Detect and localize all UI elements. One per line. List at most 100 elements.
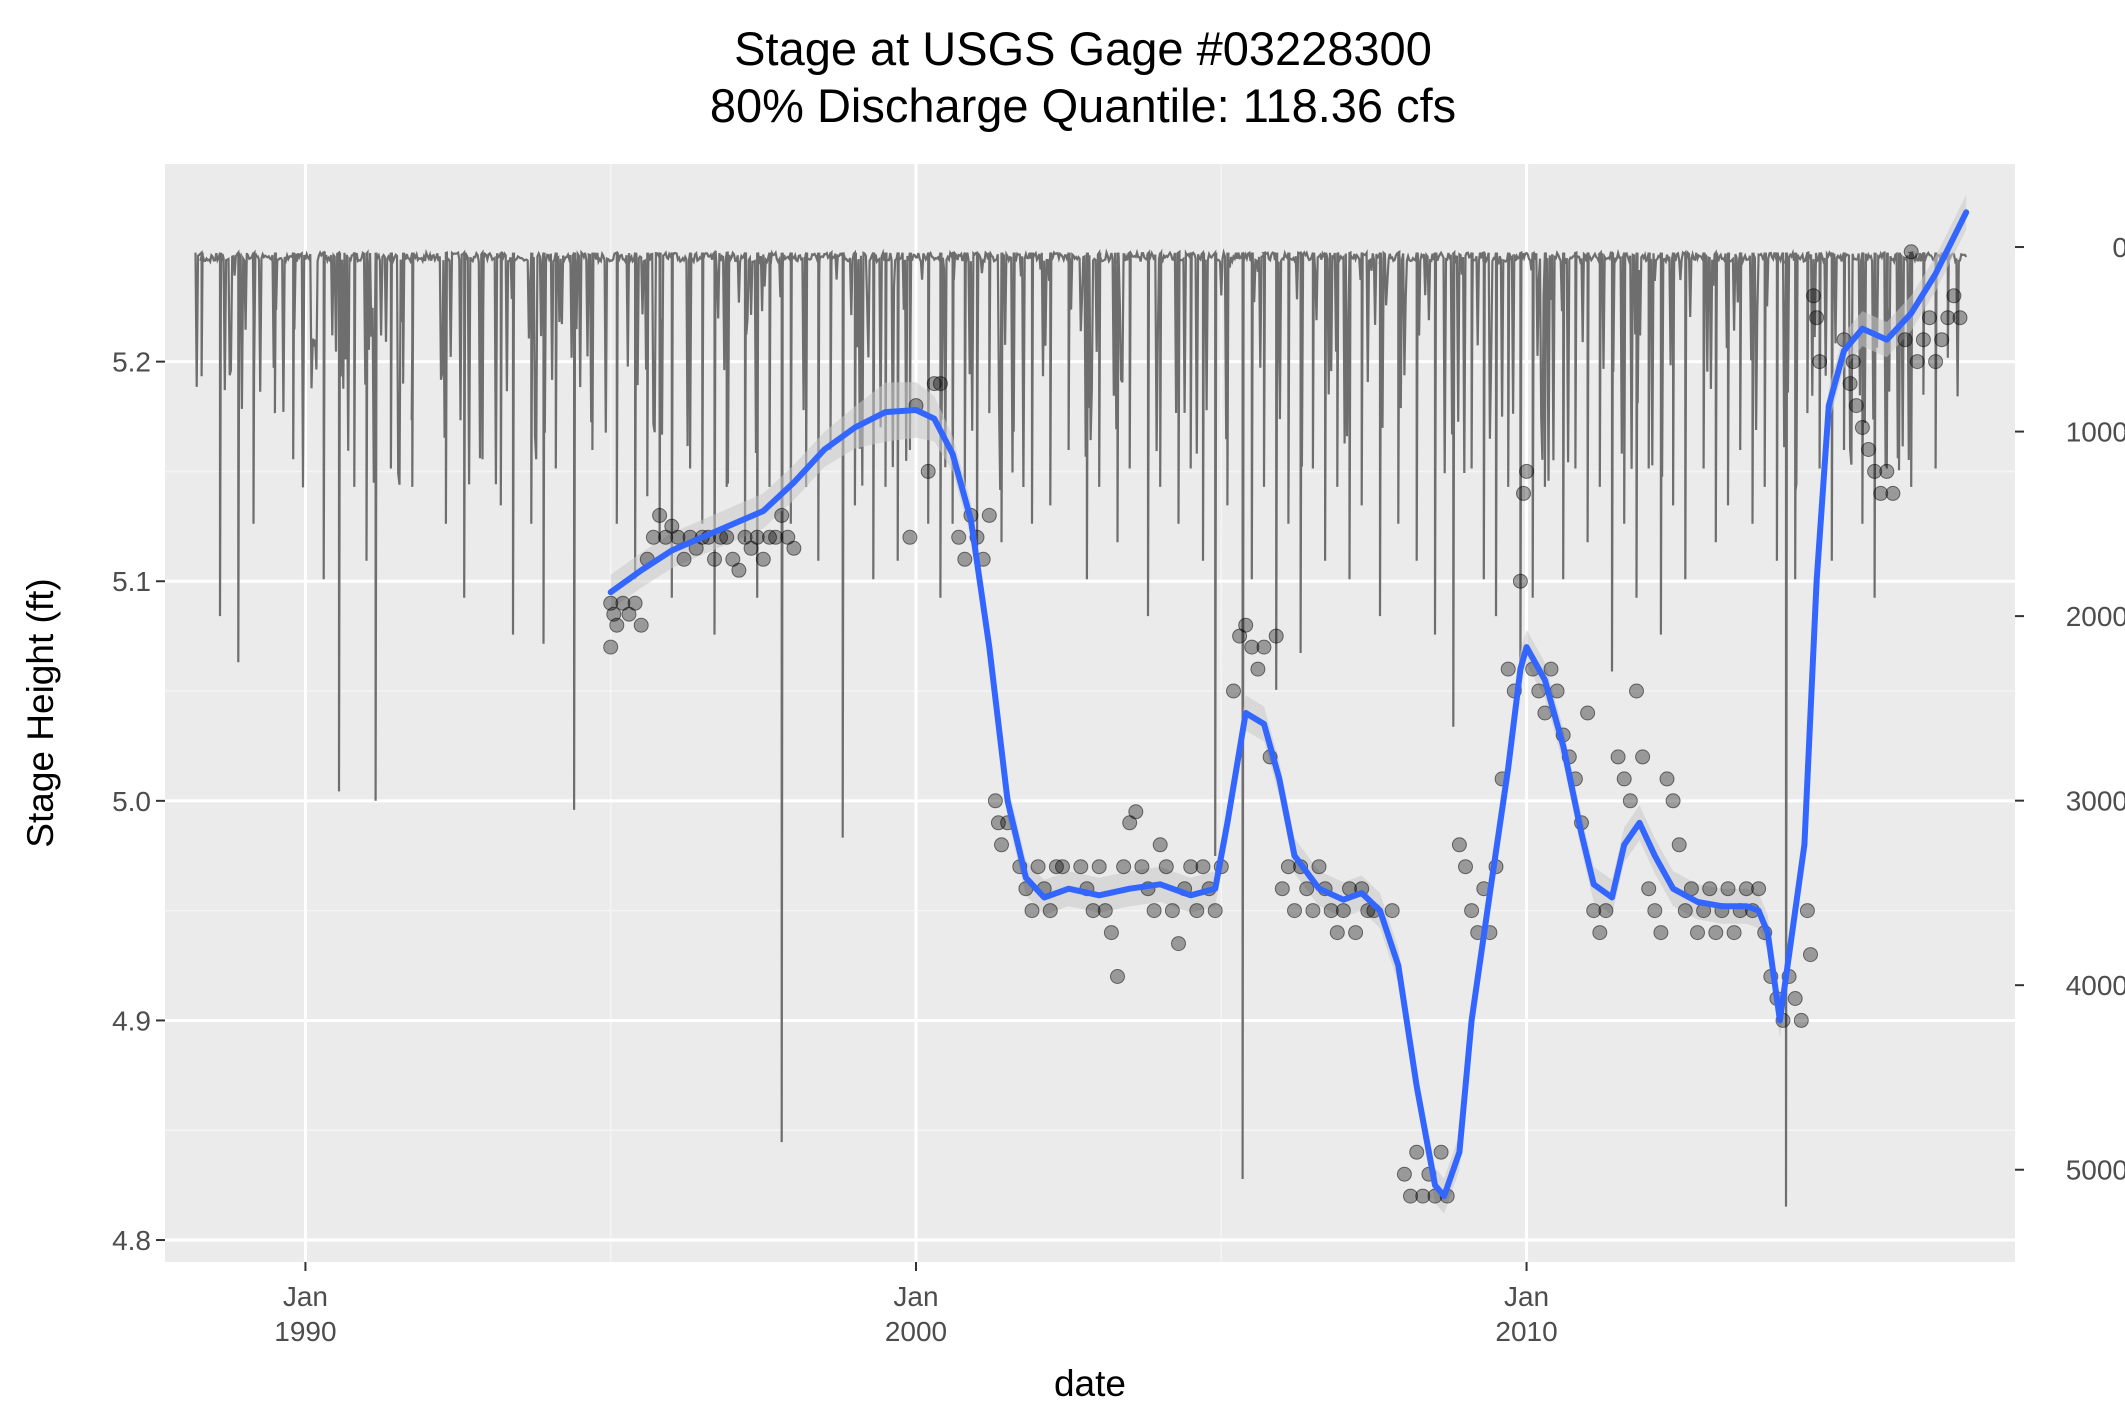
stage-point	[932, 376, 948, 392]
y-tick-label: 5.1	[112, 566, 151, 597]
stage-point	[1311, 859, 1327, 875]
stage-point	[1085, 903, 1101, 919]
stage-point	[1940, 310, 1956, 326]
stage-point	[1915, 332, 1931, 348]
stage-point	[1592, 925, 1608, 941]
stage-point	[1616, 771, 1632, 787]
discharge-line	[194, 248, 1968, 1207]
x-tick-label-month: Jan	[893, 1281, 938, 1312]
stage-point	[1659, 771, 1675, 787]
stage-point	[1146, 903, 1162, 919]
stage-point	[1622, 793, 1638, 809]
stage-point	[1409, 1144, 1425, 1160]
stage-point	[1055, 859, 1070, 875]
stage-point	[1598, 903, 1614, 919]
x-tick-label-year: 2010	[1495, 1316, 1557, 1347]
stage-point	[1360, 903, 1376, 919]
x-tick-label-month: Jan	[1504, 1281, 1549, 1312]
chart-title-line2: 80% Discharge Quantile: 118.36 cfs	[710, 79, 1456, 132]
stage-point	[1629, 683, 1644, 699]
stage-point	[1287, 903, 1302, 919]
stage-point	[1433, 1144, 1449, 1160]
stage-point	[1128, 804, 1144, 820]
stage-point	[755, 551, 771, 567]
stage-point	[994, 837, 1009, 853]
stage-point	[981, 507, 997, 523]
stage-point	[1809, 310, 1825, 326]
stage-point	[1702, 881, 1718, 897]
stage-point	[1903, 244, 1919, 260]
y-tick-label: 4.9	[112, 1005, 151, 1036]
stage-point	[774, 507, 790, 523]
stage-point	[652, 507, 668, 523]
stage-point	[1543, 661, 1559, 677]
stage-point	[987, 793, 1003, 809]
stage-point	[768, 529, 784, 545]
stage-point	[1512, 573, 1528, 589]
y2-tick-label: 5000	[2066, 1155, 2125, 1186]
stage-point	[1922, 310, 1937, 326]
stage-point	[1799, 903, 1815, 919]
x-tick-label-year: 1990	[274, 1316, 336, 1347]
stage-point	[1299, 881, 1315, 897]
stage-point	[1751, 881, 1767, 897]
stage-point	[1928, 354, 1944, 370]
stage-point	[1738, 881, 1754, 897]
y2-tick-label: 2000	[2066, 601, 2125, 632]
stage-point	[1396, 1166, 1412, 1182]
stage-point	[1519, 463, 1535, 479]
stage-point	[1671, 837, 1687, 853]
stage-point	[1610, 749, 1626, 765]
axes: 4.8 4.9 5.0 5.1 5.2 Jan 1990 Jan 2000 Jan 2010 0 100…	[112, 232, 2125, 1347]
stage-point	[1238, 617, 1254, 633]
stage-point	[1946, 288, 1962, 304]
stage-point	[1586, 903, 1602, 919]
stage-point	[1500, 661, 1516, 677]
x-axis-title: date	[1054, 1363, 1126, 1404]
stage-point	[1134, 859, 1150, 875]
stage-point	[1250, 661, 1266, 677]
stage-point	[1024, 903, 1040, 919]
stage-point	[1207, 903, 1223, 919]
stage-point	[1806, 288, 1821, 304]
stage-point	[1195, 859, 1211, 875]
stage-point	[1348, 925, 1364, 941]
stage-point	[676, 551, 692, 567]
stage-point	[633, 617, 649, 633]
y-tick-label: 5.0	[112, 786, 151, 817]
stage-point	[606, 606, 622, 622]
stage-point	[609, 617, 625, 633]
stage-point	[1812, 354, 1828, 370]
stage-point	[1845, 354, 1861, 370]
stage-point	[1256, 639, 1272, 655]
stage-point	[902, 529, 918, 545]
stage-point	[1848, 398, 1864, 414]
stage-point	[1909, 354, 1925, 370]
stage-point	[920, 463, 936, 479]
stage-point	[1268, 628, 1284, 644]
stage-point	[749, 529, 765, 545]
y-tick-label: 4.8	[112, 1225, 151, 1256]
stage-point	[951, 529, 967, 545]
stage-point	[1787, 991, 1803, 1006]
trend-line	[607, 209, 1970, 1200]
stage-point	[1726, 925, 1742, 941]
stage-point	[1708, 925, 1724, 941]
stage-point	[1073, 859, 1089, 875]
y2-tick-label: 1000	[2066, 417, 2125, 448]
stage-point	[731, 562, 747, 578]
stage-point	[1879, 463, 1895, 479]
stage-point	[1580, 705, 1596, 721]
stage-point	[1451, 837, 1467, 853]
stage-point	[1183, 859, 1199, 875]
stage-point	[1635, 749, 1651, 765]
stage-point	[1329, 925, 1345, 941]
stage-point	[1189, 903, 1205, 919]
stage-point	[1403, 1188, 1418, 1204]
stage-point	[627, 595, 643, 611]
stage-point	[1274, 881, 1290, 897]
stage-point	[1091, 859, 1107, 875]
stage-point	[1280, 859, 1296, 875]
stage-point	[603, 639, 619, 655]
